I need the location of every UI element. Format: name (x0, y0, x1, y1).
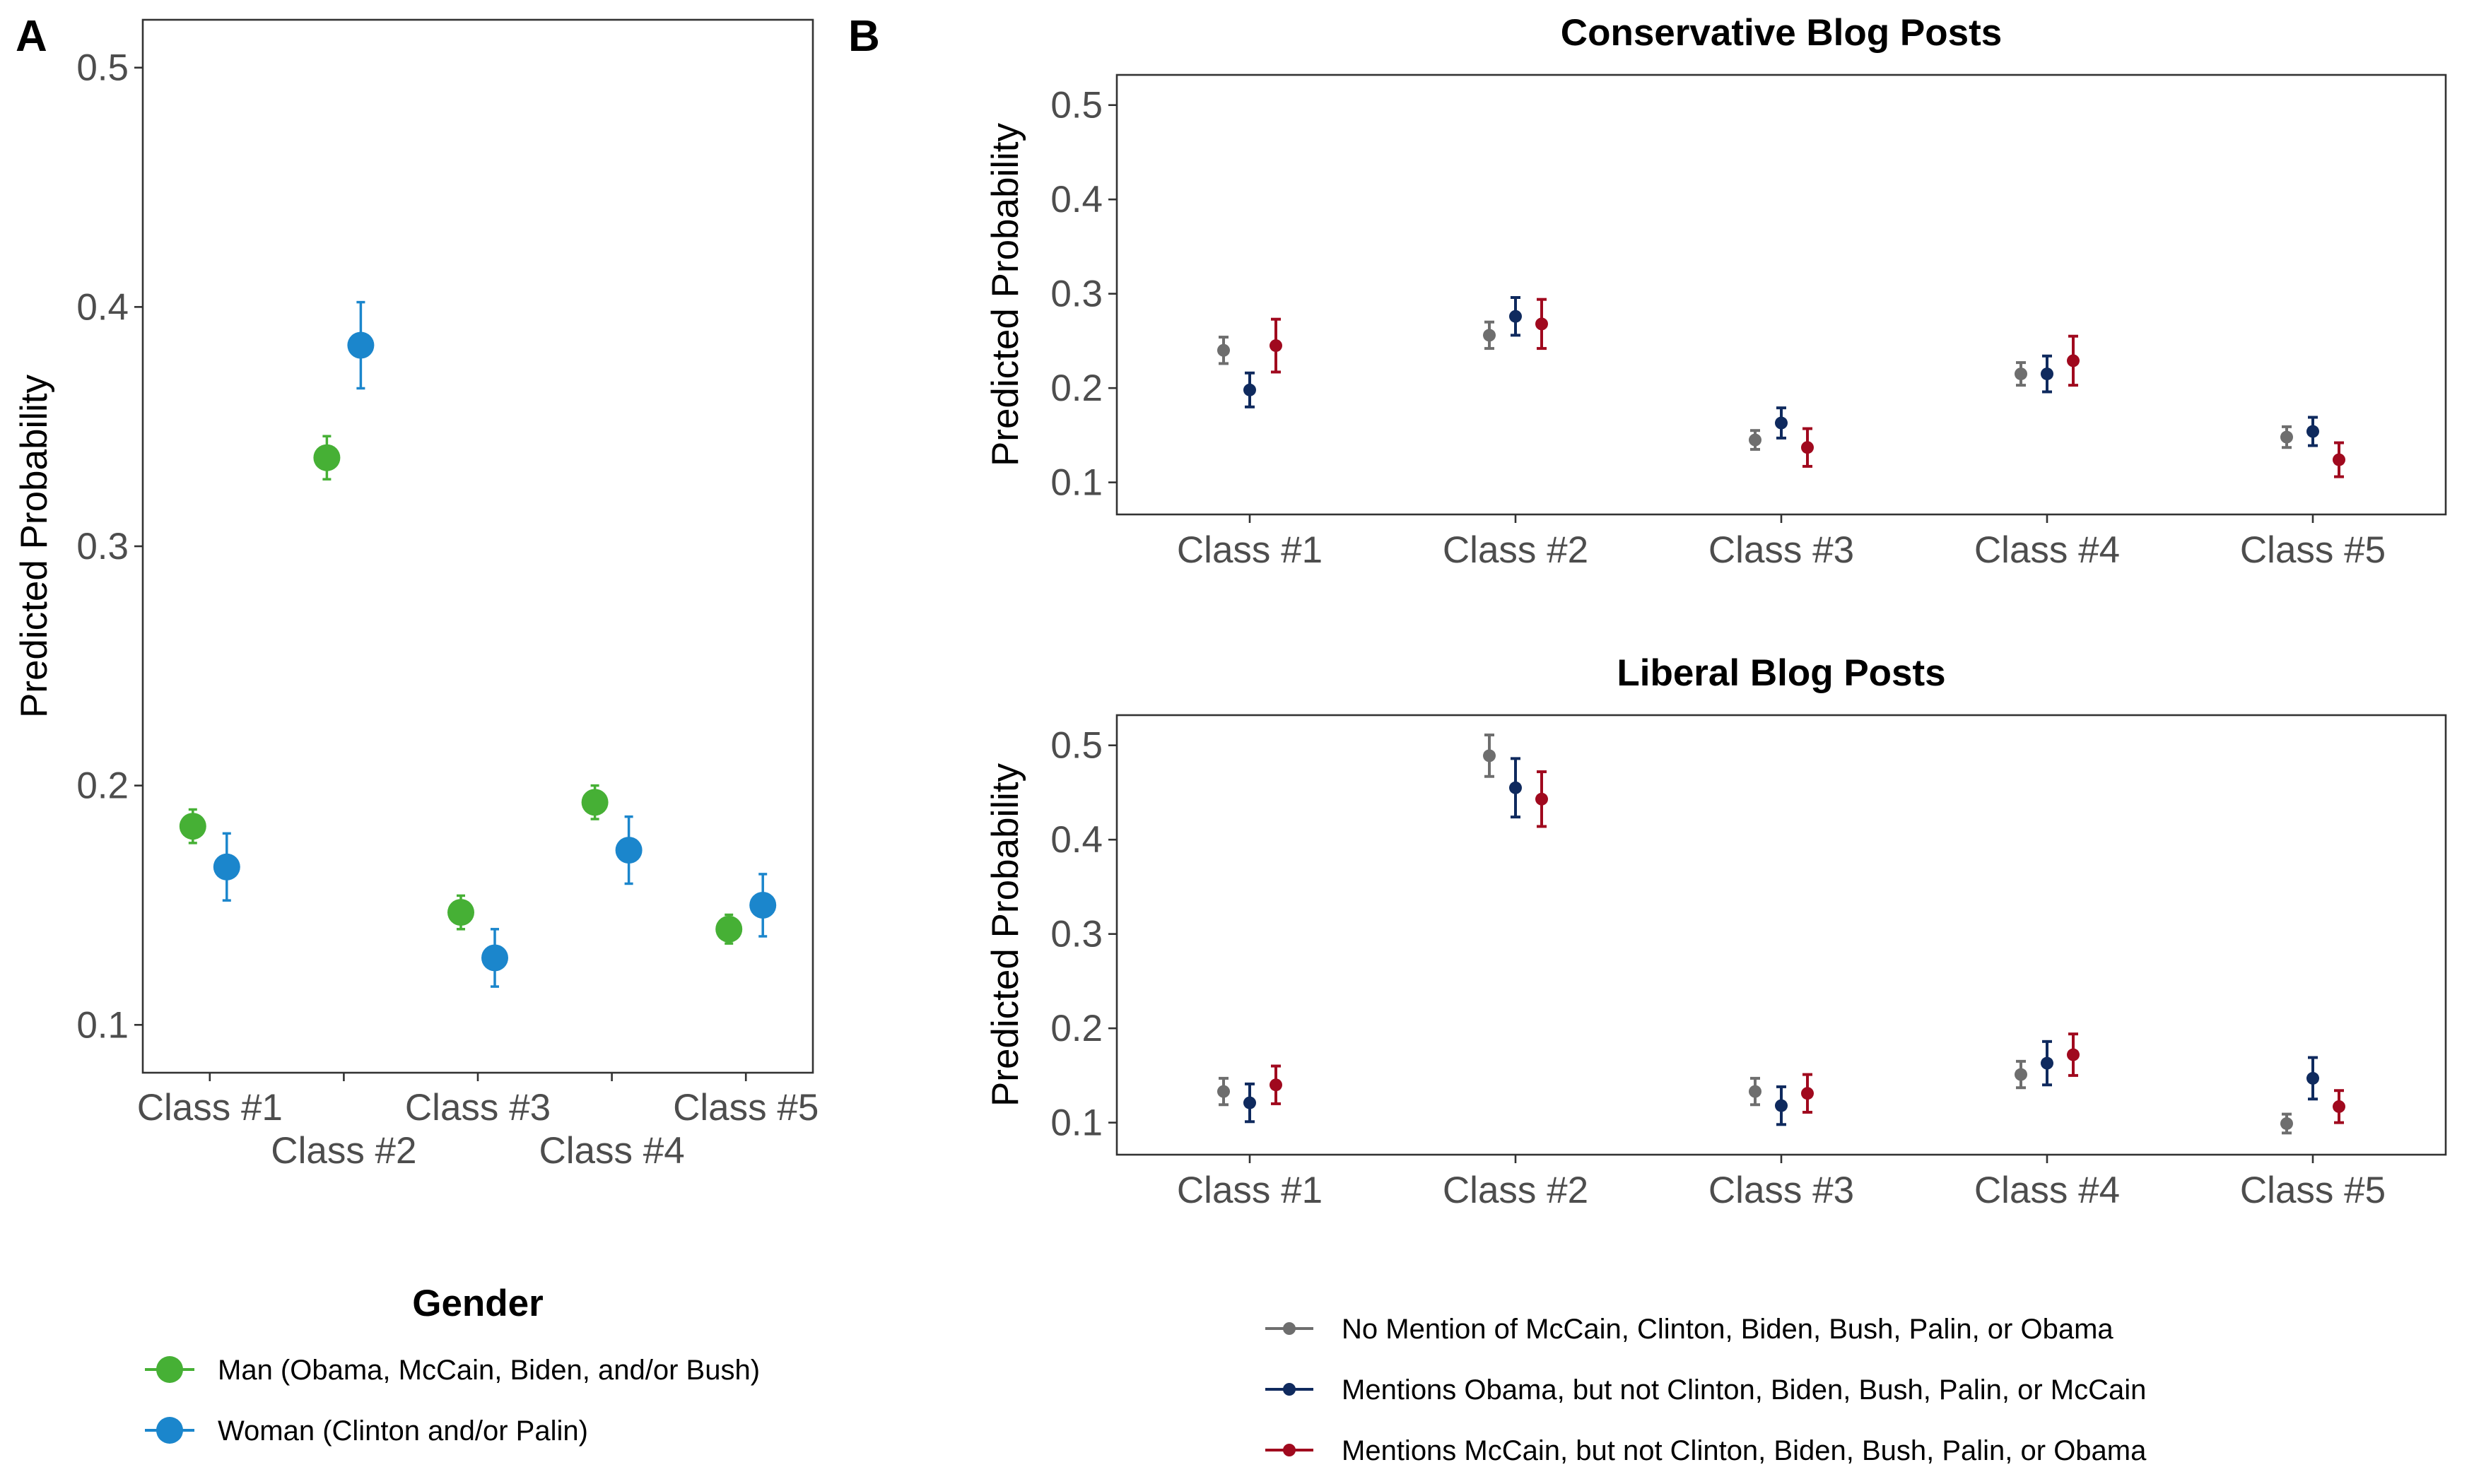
data-point (2306, 1071, 2319, 1085)
data-point (1217, 1085, 1230, 1098)
data-point (2333, 453, 2345, 466)
y-tick-label: 0.2 (1050, 367, 1103, 409)
plot-frame (1115, 73, 2447, 516)
mention-legend: No Mention of McCain, Clinton, Biden, Bu… (1265, 1314, 2147, 1466)
data-point (715, 915, 743, 943)
x-tick-label: Class #4 (1974, 529, 2120, 571)
panel-label-a: A (16, 12, 47, 61)
data-point (347, 331, 375, 359)
y-tick-label: 0.4 (76, 286, 129, 328)
data-point (2015, 1068, 2027, 1081)
x-tick-label: Class #2 (1443, 529, 1588, 571)
data-point (447, 899, 474, 926)
y-tick-label: 0.3 (1050, 914, 1103, 955)
x-tick-label: Class #5 (673, 1087, 819, 1129)
legend-key-point (156, 1356, 183, 1383)
data-point (2333, 1100, 2345, 1113)
legend-key-point (1283, 1444, 1296, 1456)
y-tick-label: 0.2 (1050, 1008, 1103, 1049)
data-point (2306, 425, 2319, 438)
legend-entry-label: Woman (Clinton and/or Palin) (218, 1415, 588, 1447)
data-point (1749, 1085, 1761, 1098)
data-point (1270, 1078, 1282, 1092)
legend-key-point (1283, 1322, 1296, 1335)
data-point (2015, 367, 2027, 381)
plot-frame (141, 18, 814, 1074)
data-point (1270, 339, 1282, 353)
y-axis-label: Predicted Probability (985, 762, 1026, 1107)
y-axis-label: Predicted Probability (985, 122, 1026, 466)
y-tick-label: 0.1 (1050, 1102, 1103, 1144)
panel-b-conservative-chart: Conservative Blog Posts 0.1 0.2 0.3 0.4 0.5 Pr… (985, 12, 2447, 571)
data-point (213, 853, 240, 881)
y-tick-label: 0.4 (1050, 179, 1103, 220)
data-point (1801, 441, 1814, 454)
x-tick-label: Class #2 (271, 1130, 416, 1172)
x-tick-label: Class #4 (1974, 1170, 2120, 1211)
y-tick-label: 0.4 (1050, 819, 1103, 861)
data-point (1243, 1096, 1256, 1109)
data-point (1243, 383, 1256, 396)
y-tick-label: 0.5 (1050, 85, 1103, 126)
data-point (2041, 1056, 2053, 1070)
x-tick-label: Class #1 (137, 1087, 283, 1129)
data-point (179, 813, 206, 840)
gender-legend: Gender Man (Obama, McCain, Biden, and/or … (145, 1283, 760, 1447)
legend-title: Gender (412, 1283, 544, 1324)
legend-key-point (1283, 1383, 1296, 1396)
x-tick-label: Class #1 (1177, 1170, 1323, 1211)
data-point (1535, 792, 1548, 806)
data-point (1775, 416, 1788, 430)
legend-key-point (156, 1417, 183, 1444)
data-point (2280, 1117, 2293, 1130)
data-point (1509, 781, 1522, 794)
x-tick-label: Class #1 (1177, 529, 1323, 571)
data-point (581, 789, 609, 816)
legend-entry-label: Man (Obama, McCain, Biden, and/or Bush) (218, 1355, 760, 1386)
data-point (2067, 354, 2080, 367)
x-tick-label: Class #2 (1443, 1170, 1588, 1211)
x-tick-label: Class #3 (405, 1087, 551, 1129)
data-point (1775, 1099, 1788, 1112)
panel-b-liberal-chart: Liberal Blog Posts 0.1 0.2 0.3 0.4 0.5 Predict… (985, 652, 2447, 1211)
data-point (1483, 749, 1496, 762)
panel-label-b: B (848, 12, 880, 61)
data-point (615, 837, 643, 864)
data-point (313, 444, 341, 471)
data-point (749, 891, 777, 919)
y-tick-label: 0.5 (1050, 725, 1103, 767)
panel-a-gender-chart: 0.1 0.2 0.3 0.4 0.5 Predicted Probability Clas… (13, 18, 819, 1172)
chart-title: Conservative Blog Posts (1561, 12, 2002, 54)
chart-title: Liberal Blog Posts (1617, 652, 1945, 694)
y-tick-label: 0.5 (76, 47, 129, 89)
y-tick-label: 0.3 (1050, 273, 1103, 315)
data-point (2041, 367, 2053, 381)
x-tick-label: Class #3 (1708, 529, 1854, 571)
x-tick-label: Class #5 (2240, 529, 2386, 571)
data-point (1535, 317, 1548, 331)
data-point (2280, 430, 2293, 444)
legend-entry-label: Mentions Obama, but not Clinton, Biden, … (1342, 1374, 2146, 1406)
y-tick-label: 0.3 (76, 526, 129, 567)
data-point (1509, 310, 1522, 323)
legend-entry-label: No Mention of McCain, Clinton, Biden, Bu… (1342, 1314, 2114, 1345)
x-tick-label: Class #4 (539, 1130, 684, 1172)
y-axis-label: Predicted Probability (13, 374, 55, 718)
data-point (1483, 329, 1496, 342)
legend-entry-label: Mentions McCain, but not Clinton, Biden,… (1342, 1435, 2147, 1466)
y-tick-label: 0.1 (76, 1004, 129, 1046)
x-tick-label: Class #3 (1708, 1170, 1854, 1211)
data-point (2067, 1048, 2080, 1061)
y-tick-label: 0.1 (1050, 462, 1103, 504)
data-point (1749, 433, 1761, 447)
y-tick-label: 0.2 (76, 765, 129, 807)
data-point (1217, 343, 1230, 357)
data-point (1801, 1087, 1814, 1100)
x-tick-label: Class #5 (2240, 1170, 2386, 1211)
data-point (481, 944, 508, 972)
